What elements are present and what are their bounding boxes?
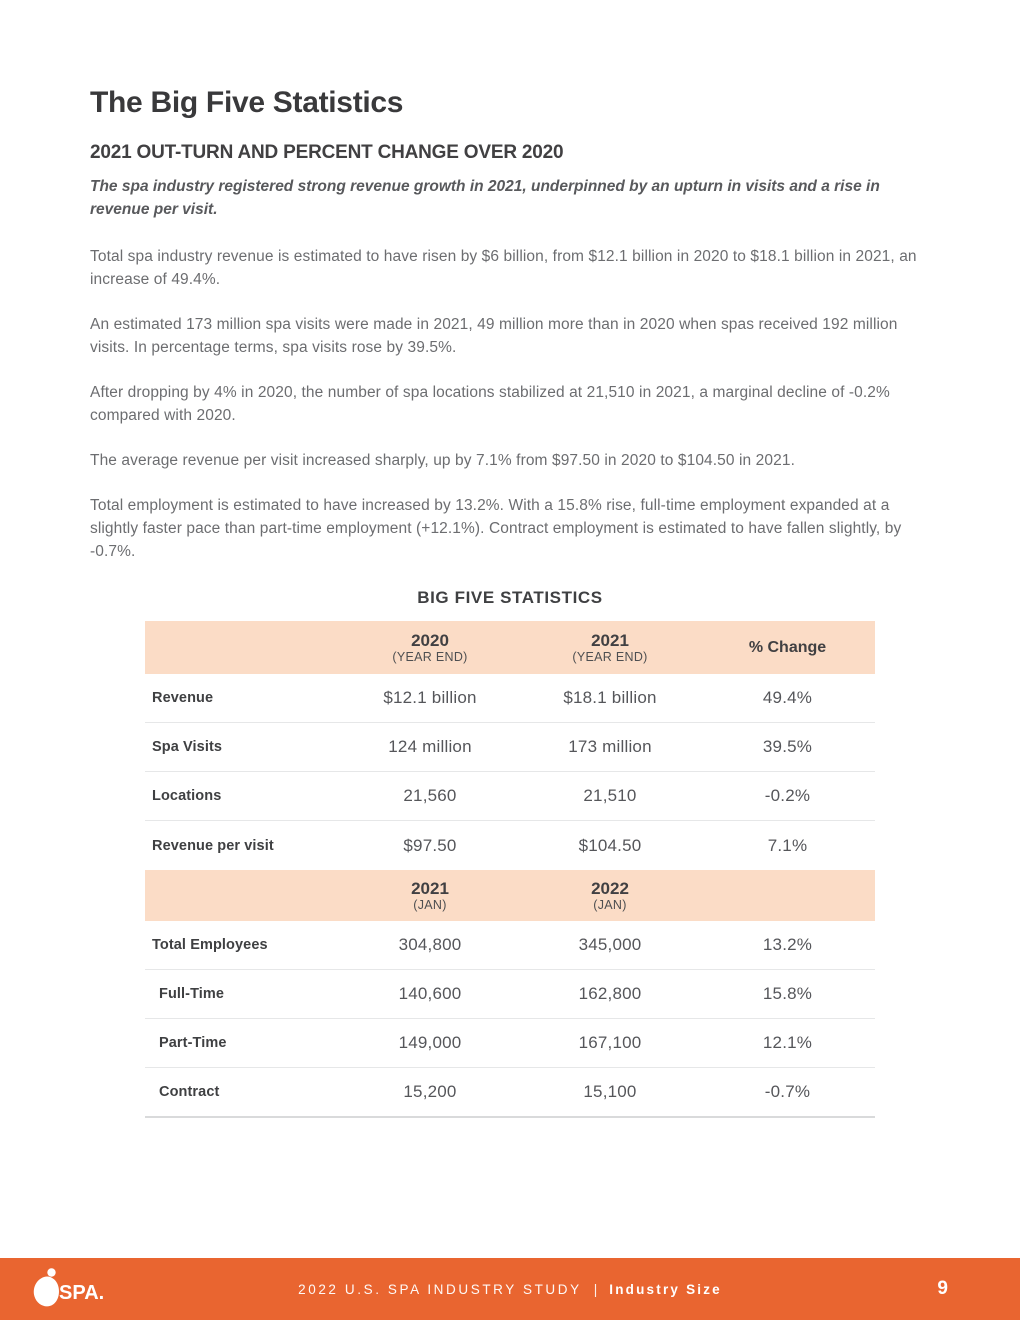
header-jan-2021: 2021 (JAN) bbox=[411, 878, 449, 912]
main-content: The Big Five Statistics 2021 OUT-TURN AN… bbox=[90, 86, 917, 1118]
header-percent-change: % Change bbox=[748, 638, 827, 656]
section-heading: 2021 OUT-TURN AND PERCENT CHANGE OVER 20… bbox=[90, 142, 564, 163]
table-header-year-end: 2020 (YEAR END) 2021 (YEAR END) % Change bbox=[145, 621, 875, 674]
footer-study-title: 2022 U.S. SPA INDUSTRY STUDY | Industry … bbox=[0, 1282, 1020, 1297]
table-row-full-time: Full-Time 140,600 162,800 15.8% bbox=[145, 970, 875, 1019]
table-row-contract: Contract 15,200 15,100 -0.7% bbox=[145, 1068, 875, 1118]
paragraph-revenue-per-visit: The average revenue per visit increased … bbox=[90, 452, 795, 469]
table-row-revenue-per-visit: Revenue per visit $97.50 $104.50 7.1% bbox=[152, 835, 808, 855]
table-row-total-employees: Total Employees 304,800 345,000 13.2% bbox=[145, 921, 875, 970]
table-title: BIG FIVE STATISTICS bbox=[417, 588, 603, 607]
table-row-locations: Locations 21,560 21,510 -0.2% bbox=[145, 772, 875, 821]
divider: | bbox=[593, 1281, 598, 1297]
page-number: 9 bbox=[937, 1278, 948, 1299]
page-footer: SPA. 2022 U.S. SPA INDUSTRY STUDY | Indu… bbox=[0, 1258, 1020, 1320]
footer-section-name: Industry Size bbox=[609, 1281, 722, 1297]
svg-text:SPA.: SPA. bbox=[59, 1282, 104, 1304]
table-row-revenue: Revenue $12.1 billion $18.1 billion 49.4… bbox=[145, 674, 875, 723]
header-jan-2022: 2022 (JAN) bbox=[591, 878, 629, 912]
table-row-part-time: Part-Time 149,000 167,100 12.1% bbox=[145, 1019, 875, 1068]
big-five-table: BIG FIVE STATISTICS 2020 (YEAR END) 2021… bbox=[145, 587, 875, 1118]
paragraph-employment: Total employment is estimated to have in… bbox=[90, 497, 902, 560]
paragraph-revenue: Total spa industry revenue is estimated … bbox=[90, 248, 917, 288]
page-title: The Big Five Statistics bbox=[90, 86, 404, 119]
header-2020: 2020 (YEAR END) bbox=[392, 630, 468, 664]
table-header-jan: 2021 (JAN) 2022 (JAN) bbox=[145, 870, 875, 921]
header-2021: 2021 (YEAR END) bbox=[572, 630, 648, 664]
paragraph-locations: After dropping by 4% in 2020, the number… bbox=[90, 384, 890, 424]
ispa-logo: SPA. bbox=[30, 1265, 116, 1313]
table-row-spa-visits: Spa Visits 124 million 173 million 39.5% bbox=[145, 723, 875, 772]
lead-paragraph: The spa industry registered strong reven… bbox=[90, 178, 880, 218]
study-name: 2022 U.S. SPA INDUSTRY STUDY bbox=[298, 1281, 582, 1297]
paragraph-visits: An estimated 173 million spa visits were… bbox=[90, 316, 898, 356]
ispa-logo-icon: SPA. bbox=[33, 1268, 104, 1307]
